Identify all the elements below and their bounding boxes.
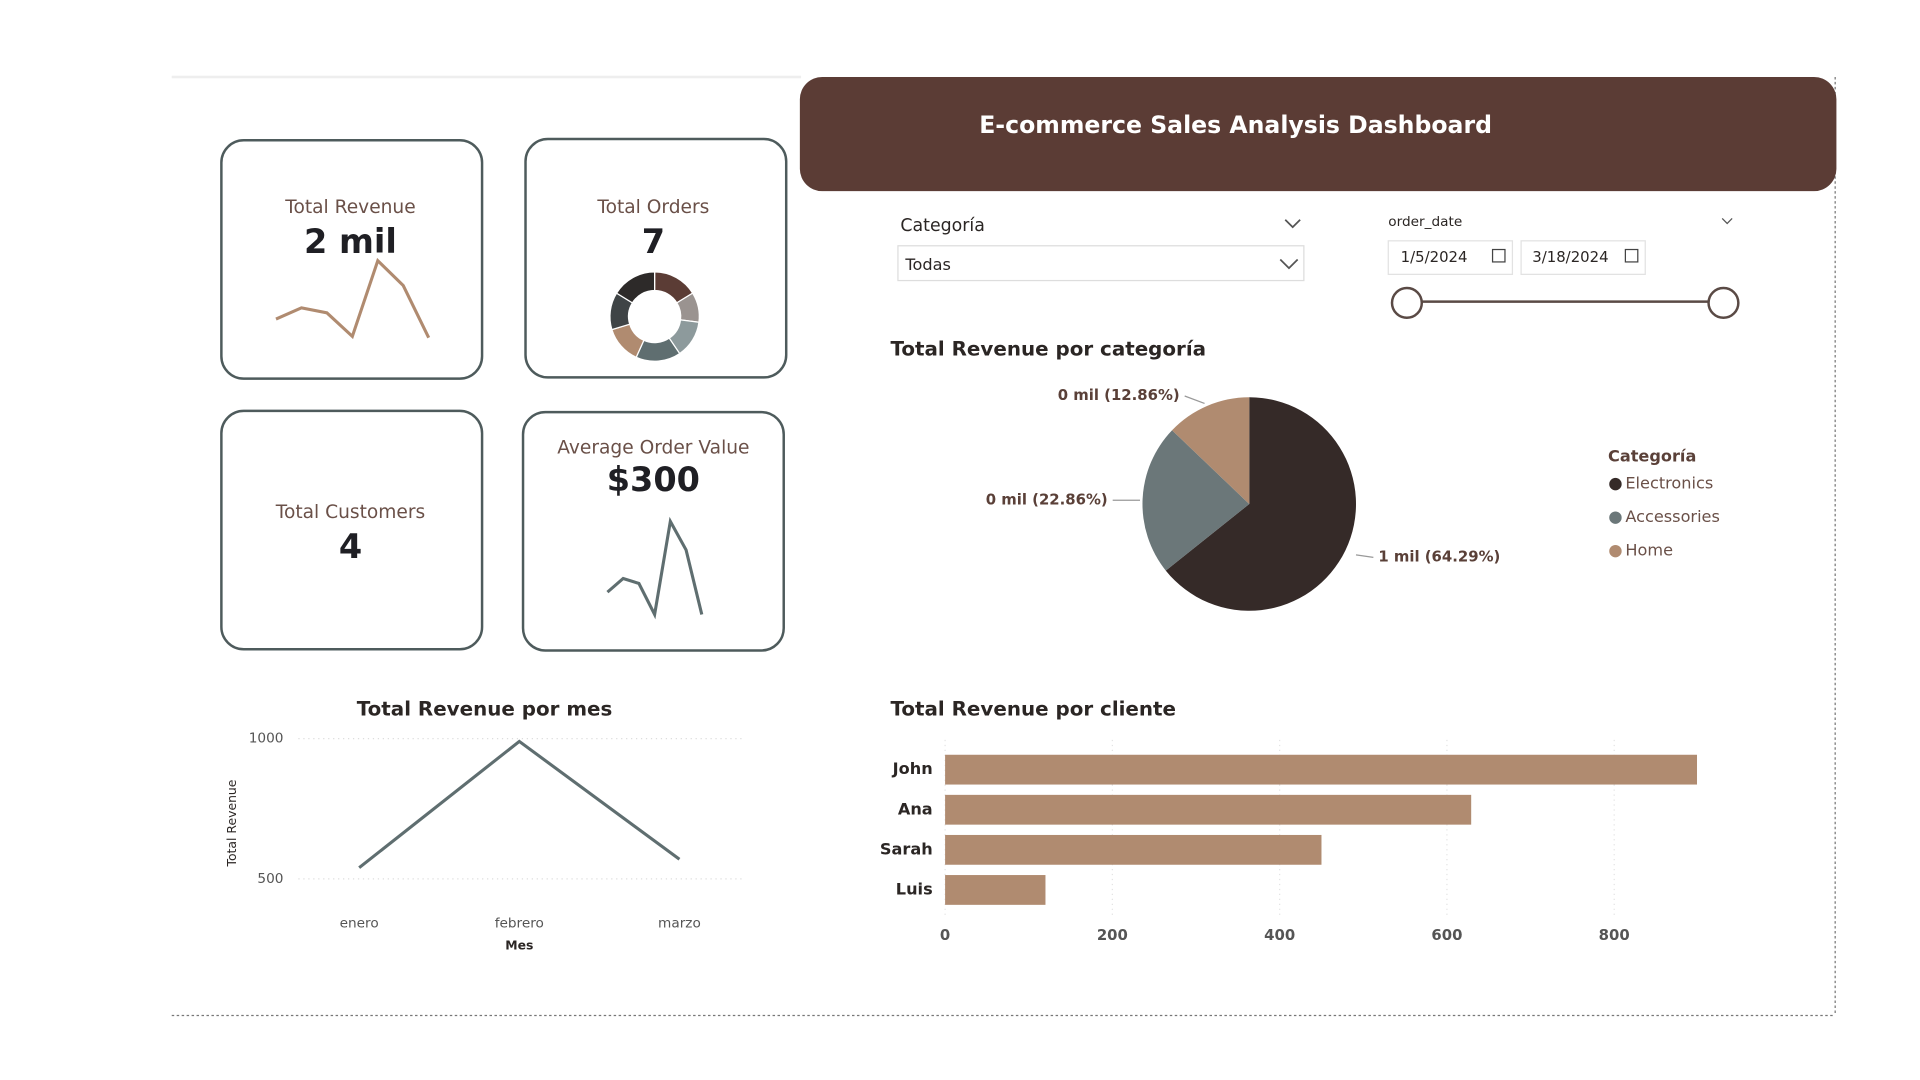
dropdown[interactable] (897, 245, 1305, 282)
date-end[interactable]: 3/18/2024 (1532, 248, 1608, 266)
legend-marker (1609, 544, 1622, 558)
pie-slice (1172, 397, 1250, 504)
kpi-label: Total Orders (596, 197, 709, 218)
data-label: 0 mil (12.86%) (1058, 386, 1180, 404)
kpi-value: 4 (339, 527, 362, 566)
x-tick-label: 600 (1431, 926, 1462, 944)
legend-marker (1609, 477, 1622, 491)
x-tick-label: 400 (1264, 926, 1295, 944)
x-tick-label: marzo (658, 916, 701, 932)
leader-line (1355, 554, 1374, 558)
legend-label: Accessories (1625, 507, 1720, 526)
donut-slice (615, 271, 656, 304)
data-label: 1 mil (64.29%) (1378, 547, 1500, 565)
pie-slice (1142, 430, 1250, 571)
chevron[interactable] (1284, 219, 1301, 229)
axis-title: Mes (505, 937, 533, 952)
bar (945, 834, 1322, 865)
x-tick-label: 0 (940, 926, 950, 944)
sparkline (275, 257, 431, 340)
kpi-card (524, 137, 788, 379)
y-tick-label: John (892, 759, 933, 778)
slider-handle[interactable] (1390, 286, 1424, 320)
calendar-icon[interactable] (1624, 248, 1639, 263)
x-tick-label: 200 (1097, 926, 1128, 944)
axis-title: Total Revenue (224, 780, 239, 868)
y-tick-label: 500 (257, 871, 283, 887)
kpi-value: 2 mil (304, 222, 397, 261)
bar (945, 875, 1046, 905)
y-tick-label: Ana (898, 799, 933, 818)
chart-title: Total Revenue por mes (357, 698, 613, 721)
kpi-card (220, 139, 484, 380)
legend-label: Home (1625, 541, 1673, 560)
kpi-card (220, 409, 484, 651)
line-series (358, 739, 681, 869)
y-tick-label: Sarah (880, 839, 933, 858)
data-label: 0 mil (22.86%) (986, 490, 1108, 508)
x-tick-label: febrero (495, 916, 544, 932)
kpi-label: Total Revenue (284, 197, 415, 218)
kpi-card (521, 410, 785, 652)
slicer-label: order_date (1388, 214, 1462, 230)
y-tick-label: Luis (896, 879, 933, 898)
kpi-value: 7 (642, 222, 665, 261)
bar (945, 754, 1698, 785)
leader-line (1184, 395, 1205, 405)
date-start[interactable]: 1/5/2024 (1401, 248, 1468, 266)
legend-title: Categoría (1608, 446, 1696, 465)
date-input[interactable] (1387, 240, 1514, 275)
legend-label: Electronics (1625, 474, 1713, 493)
legend-marker (1609, 511, 1622, 524)
calendar-icon[interactable] (1491, 248, 1506, 263)
chevron[interactable] (1721, 218, 1733, 225)
slicer-label: Categoría (900, 216, 984, 236)
chevron[interactable] (1279, 258, 1299, 270)
x-tick-label: 800 (1599, 926, 1630, 944)
dropdown-value[interactable]: Todas (904, 255, 950, 274)
kpi-value: $300 (607, 460, 700, 499)
pie-slice (1165, 397, 1356, 611)
dashboard-title: E-commerce Sales Analysis Dashboard (979, 111, 1492, 139)
kpi-label: Average Order Value (557, 438, 749, 459)
y-tick-label: 1000 (249, 731, 284, 747)
slider-handle[interactable] (1707, 286, 1740, 320)
sparkline (606, 516, 704, 620)
chart-title: Total Revenue por cliente (890, 698, 1176, 721)
kpi-label: Total Customers (275, 502, 425, 523)
date-input[interactable] (1520, 240, 1646, 275)
bar (945, 794, 1472, 825)
x-tick-label: enero (340, 916, 379, 932)
header-banner (799, 76, 1837, 192)
chart-title: Total Revenue por categoría (890, 338, 1206, 361)
